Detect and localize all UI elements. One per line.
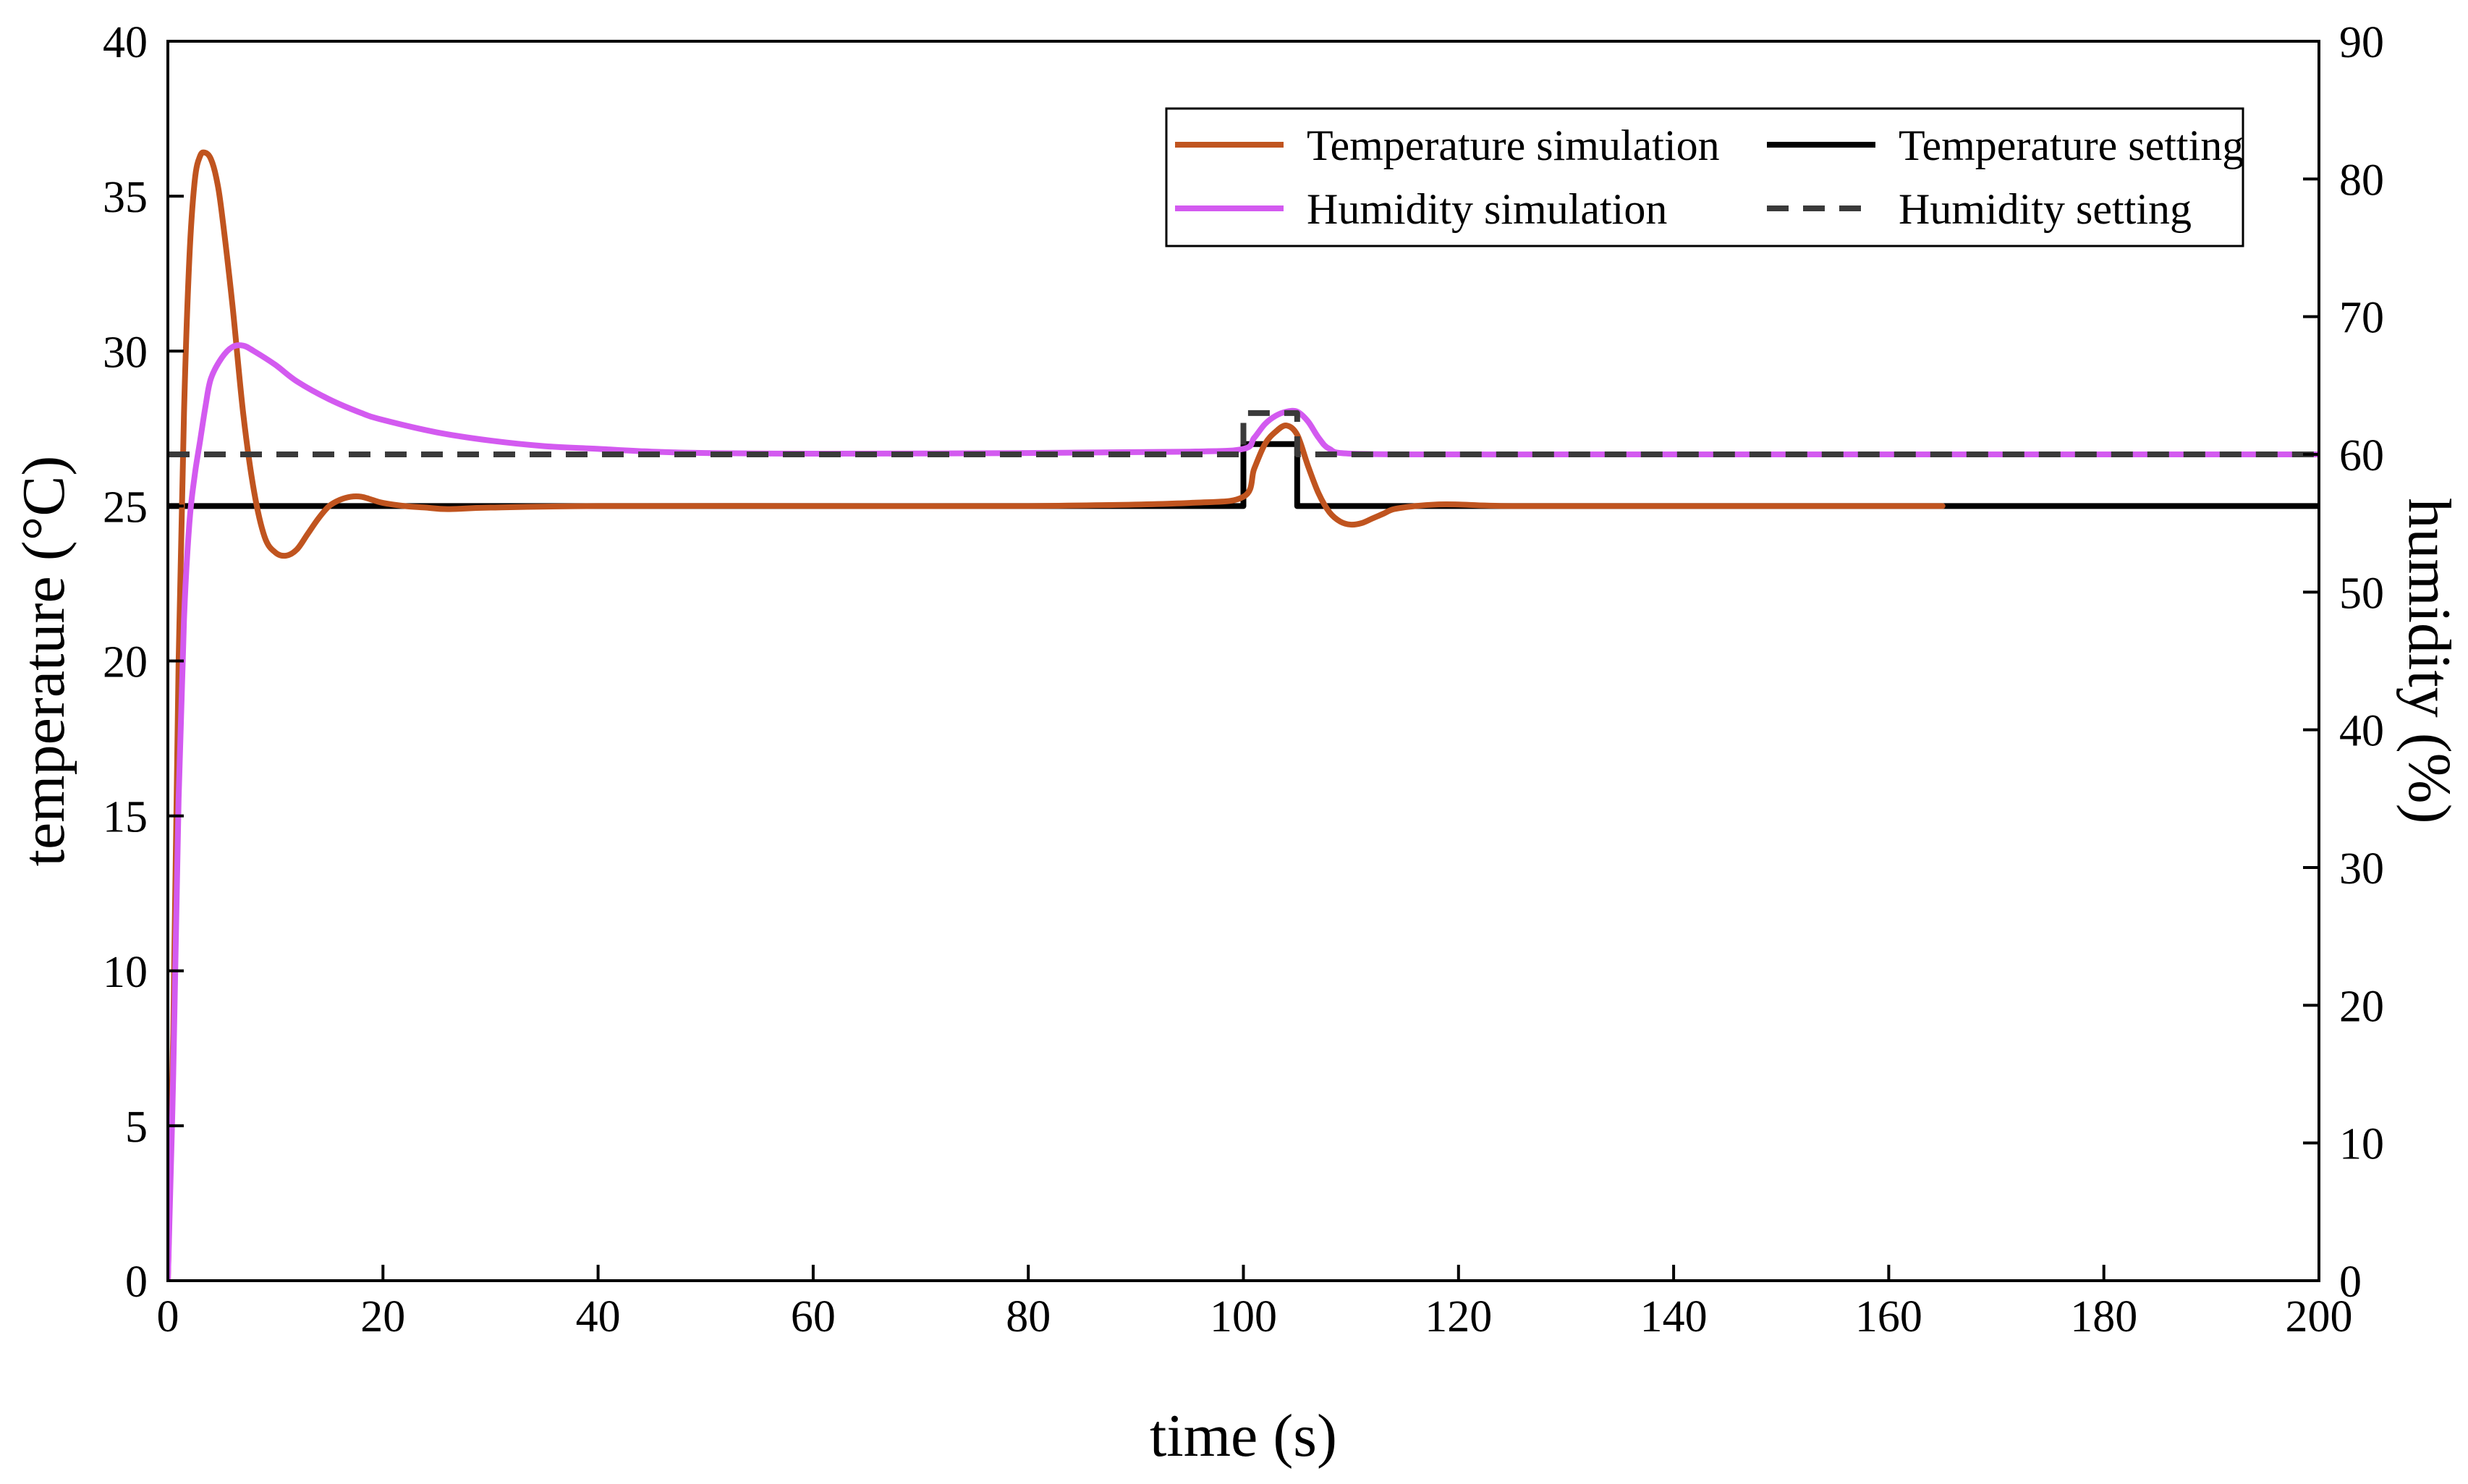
right-y-tick-label: 30	[2339, 844, 2384, 894]
left-y-tick-label: 5	[125, 1103, 148, 1152]
x-tick-label: 200	[2286, 1292, 2353, 1341]
legend: Temperature simulation Temperature settin…	[1165, 107, 2244, 247]
left-y-tick-label: 30	[103, 328, 148, 377]
right-y-tick-label: 40	[2339, 707, 2384, 756]
x-tick-label: 140	[1640, 1292, 1708, 1341]
series-line-humidity-setting	[168, 410, 2319, 457]
axes: 0 20 40 60 80 100 120 140 160 180 2000510152025303…	[103, 18, 2384, 1341]
right-y-tick-label: 80	[2339, 156, 2384, 205]
left-y-tick-label: 0	[125, 1258, 148, 1307]
right-y-axis-title: humidity (%)	[2396, 498, 2463, 823]
x-tick-label: 160	[1855, 1292, 1922, 1341]
left-y-tick-label: 20	[103, 638, 148, 687]
legend-label-humidity-simulation: Humidity simulation	[1307, 185, 1667, 233]
left-y-tick-label: 35	[103, 173, 148, 222]
left-y-axis-title: temperature (°C)	[10, 456, 77, 867]
legend-box	[1165, 107, 2244, 247]
series-line-temperature-simulation	[168, 149, 1946, 1281]
x-tick-label: 40	[576, 1292, 621, 1341]
right-y-tick-label: 70	[2339, 294, 2384, 343]
legend-label-temperature-setting: Temperature setting	[1899, 122, 2244, 169]
x-tick-label: 60	[791, 1292, 836, 1341]
left-y-tick-label: 40	[103, 18, 148, 67]
x-tick-label: 120	[1425, 1292, 1492, 1341]
x-tick-label: 20	[360, 1292, 405, 1341]
x-tick-label: 180	[2070, 1292, 2137, 1341]
plot-area	[168, 149, 2319, 1281]
right-y-tick-label: 60	[2339, 431, 2384, 480]
x-tick-label: 80	[1006, 1292, 1051, 1341]
x-tick-label: 100	[1210, 1292, 1277, 1341]
right-y-tick-label: 50	[2339, 569, 2384, 618]
x-tick-label: 0	[157, 1292, 179, 1341]
right-y-tick-label: 10	[2339, 1120, 2384, 1169]
right-y-tick-label: 90	[2339, 18, 2384, 67]
left-y-tick-label: 25	[103, 483, 148, 532]
left-y-tick-label: 10	[103, 948, 148, 997]
x-axis-title: time (s)	[1150, 1402, 1337, 1470]
left-y-tick-label: 15	[103, 793, 148, 842]
legend-label-temperature-simulation: Temperature simulation	[1307, 122, 1720, 169]
series-line-humidity-simulation	[168, 342, 2319, 1281]
legend-label-humidity-setting: Humidity setting	[1899, 185, 2192, 233]
right-y-tick-label: 0	[2339, 1258, 2362, 1307]
right-y-tick-label: 20	[2339, 982, 2384, 1031]
